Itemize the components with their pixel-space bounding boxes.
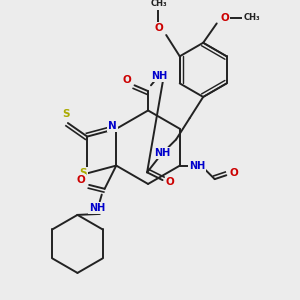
Text: O: O — [122, 74, 131, 85]
Text: O: O — [230, 168, 239, 178]
Text: O: O — [154, 23, 163, 33]
Text: S: S — [62, 109, 70, 119]
Text: NH: NH — [189, 160, 206, 171]
Text: O: O — [166, 177, 175, 187]
Text: NH: NH — [152, 70, 168, 81]
Text: NH: NH — [154, 148, 171, 158]
Text: NH: NH — [89, 203, 105, 213]
Text: O: O — [76, 175, 85, 185]
Text: CH₃: CH₃ — [243, 13, 260, 22]
Text: S: S — [80, 168, 87, 178]
Text: N: N — [108, 121, 117, 131]
Text: CH₃: CH₃ — [150, 0, 167, 8]
Text: O: O — [220, 13, 229, 22]
